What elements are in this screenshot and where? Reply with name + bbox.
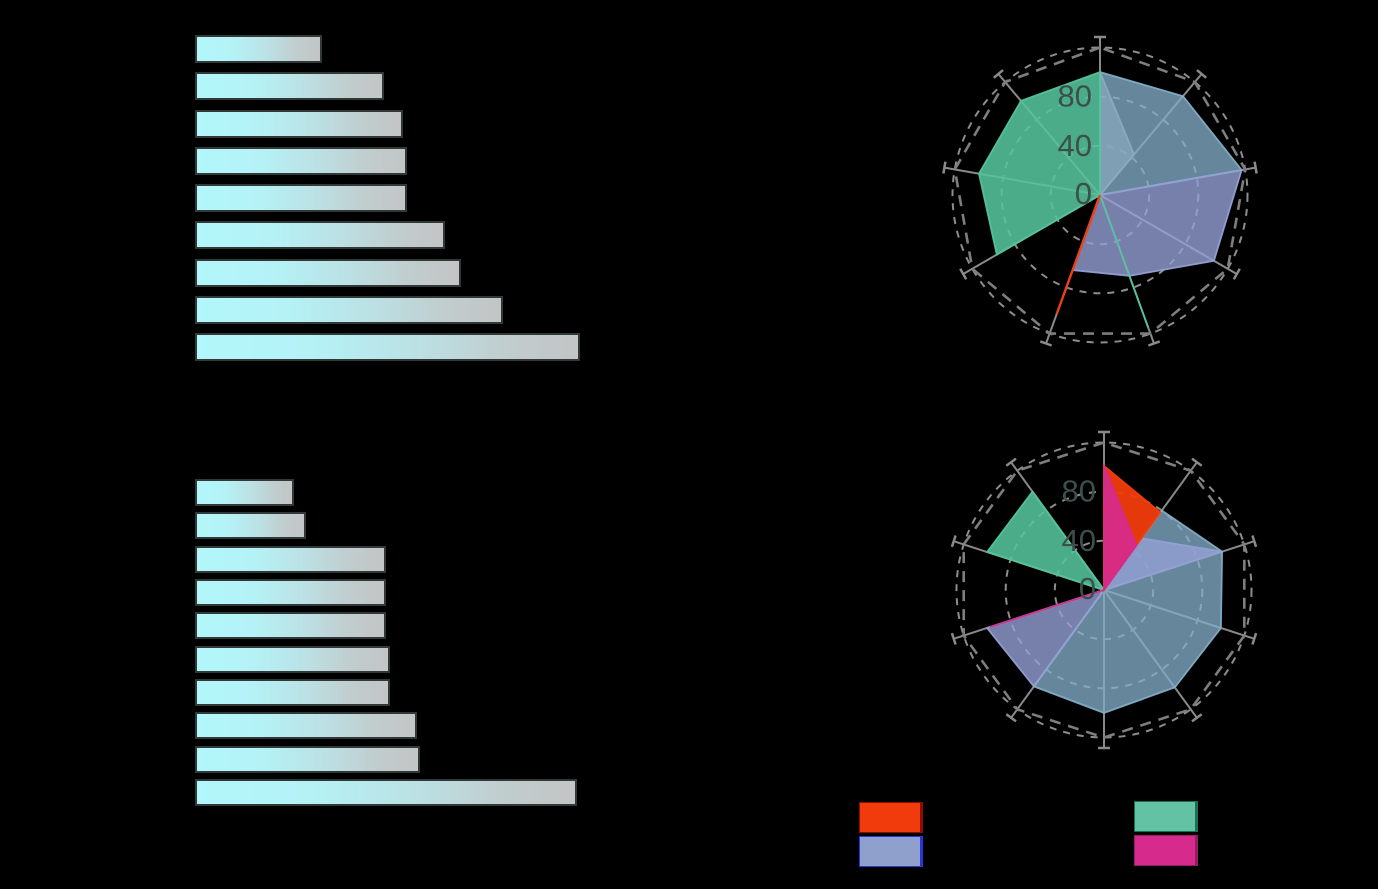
radar-series-green xyxy=(978,70,1150,329)
axis-tick xyxy=(992,69,1004,79)
radial-tick-label: 40 xyxy=(1058,128,1092,163)
axis-tick xyxy=(1251,632,1258,645)
bar xyxy=(195,259,461,287)
grid-ring xyxy=(951,46,1249,344)
bar xyxy=(195,612,386,639)
radar-plot: 80 40 0 xyxy=(942,35,1258,347)
radial-tick-label: 0 xyxy=(1079,571,1096,606)
bar xyxy=(195,746,420,773)
legend-swatch xyxy=(1134,801,1198,832)
legend-swatch xyxy=(859,836,923,867)
axis-tick xyxy=(1147,340,1161,347)
radar-series-green xyxy=(985,490,1107,592)
axis-tick xyxy=(1196,69,1208,79)
radial-tick-label: 0 xyxy=(1075,176,1092,211)
bar xyxy=(195,35,322,63)
bar xyxy=(195,712,417,739)
radar-plot: 80 40 0 xyxy=(950,430,1258,750)
bar xyxy=(195,579,386,606)
axis-tick xyxy=(1232,268,1241,280)
bar-chart-bottom xyxy=(195,479,615,819)
bar xyxy=(195,333,580,361)
legend-swatch xyxy=(859,802,923,833)
radial-tick-label: 80 xyxy=(1058,79,1092,114)
bar xyxy=(195,296,503,324)
bar xyxy=(195,72,384,100)
bar xyxy=(195,110,403,138)
bar xyxy=(195,646,390,673)
grid-ring xyxy=(955,441,1253,739)
axis-tick xyxy=(1191,457,1203,467)
axis-tick xyxy=(950,632,957,645)
axis-tick xyxy=(950,535,957,548)
axis-tick xyxy=(1005,713,1017,723)
bar xyxy=(195,512,306,539)
axis-tick xyxy=(1005,457,1017,467)
legend-right xyxy=(1134,801,1198,866)
axis-tick xyxy=(1191,713,1203,723)
bar-chart-top xyxy=(195,35,615,375)
bar xyxy=(195,184,407,212)
bar xyxy=(195,479,294,506)
axis-tick xyxy=(1253,161,1258,174)
radar-series-magenta xyxy=(989,465,1138,629)
axis-tick xyxy=(942,161,947,174)
bar xyxy=(195,779,577,806)
bar xyxy=(195,221,445,249)
axis-tick xyxy=(959,268,968,280)
axis-tick xyxy=(1251,535,1258,548)
axis-tick xyxy=(1039,340,1053,347)
radar-chart-bottom: 80 40 0 xyxy=(929,415,1279,765)
radial-tick-label: 40 xyxy=(1062,523,1096,558)
radial-tick-label: 80 xyxy=(1062,474,1096,509)
legend-left xyxy=(859,802,923,867)
legend-swatch xyxy=(1134,835,1198,866)
bar xyxy=(195,679,390,706)
bar xyxy=(195,546,386,573)
radar-chart-top: 80 40 0 xyxy=(925,20,1275,370)
bar xyxy=(195,147,407,175)
